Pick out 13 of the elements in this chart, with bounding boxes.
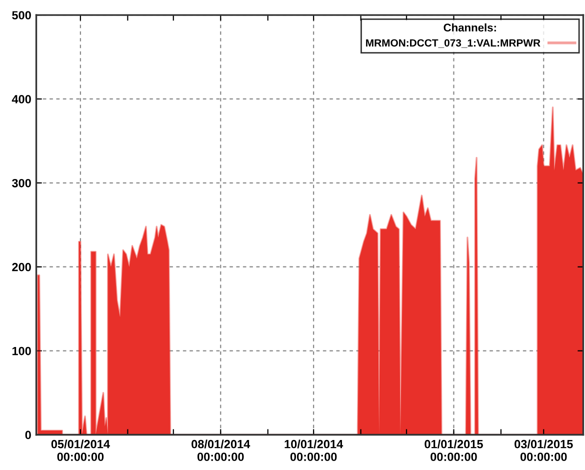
y-tick-label: 300 xyxy=(12,178,31,188)
y-tick-label: 0 xyxy=(25,430,31,440)
y-tick-label: 500 xyxy=(12,11,31,20)
x-tick-label: 05/01/2014 00:00:00 xyxy=(51,440,110,461)
x-tick-label: 10/01/2014 00:00:00 xyxy=(284,440,344,461)
x-tick-label: 03/01/2015 00:00:00 xyxy=(514,440,573,461)
y-tick-label: 100 xyxy=(12,346,31,356)
x-tick-label: 01/01/2015 00:00:00 xyxy=(424,440,483,461)
legend-title: Channels: xyxy=(444,23,496,32)
legend-label: MRMON:DCCT_073_1:VAL:MRPWR xyxy=(366,39,540,48)
x-tick-label: 08/01/2014 00:00:00 xyxy=(192,440,250,461)
y-tick-label: 200 xyxy=(12,262,31,272)
y-tick-label: 400 xyxy=(12,95,31,104)
